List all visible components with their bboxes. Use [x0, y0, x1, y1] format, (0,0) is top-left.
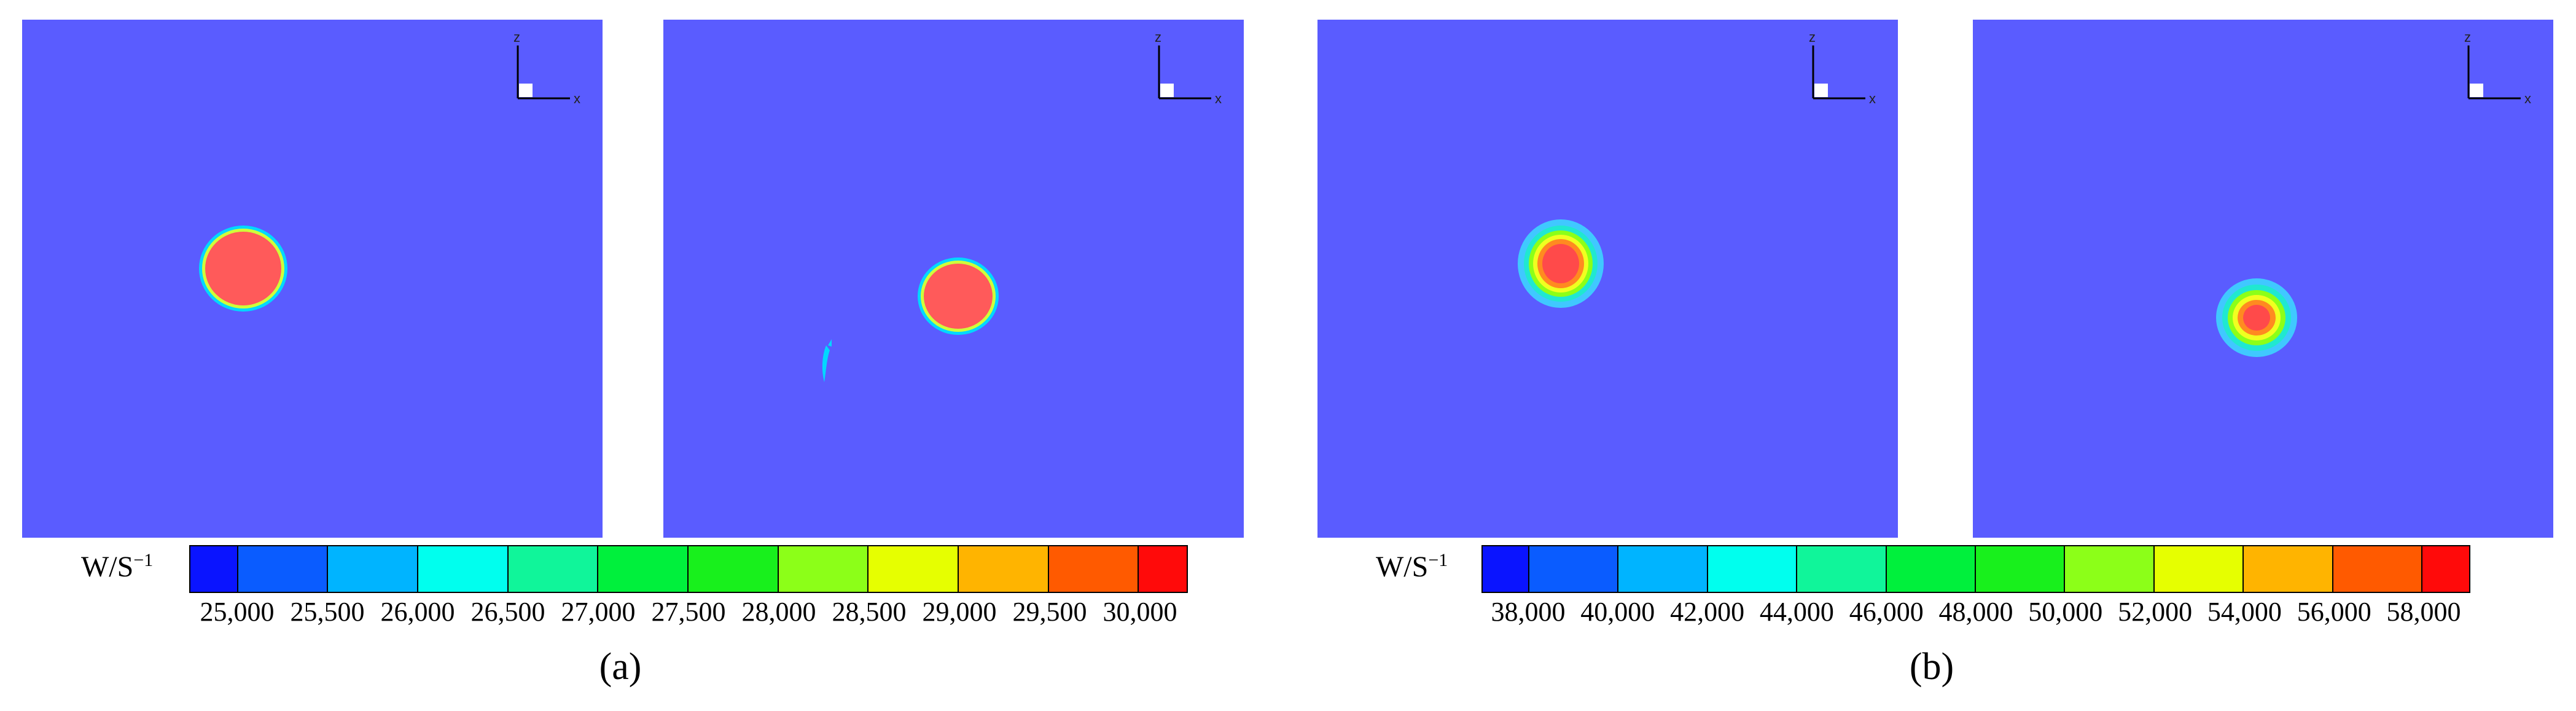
colorbar-a — [189, 545, 1188, 593]
colorbar-segment — [1886, 546, 1976, 592]
colorbar-segment — [190, 546, 238, 592]
colorbar-segment — [1529, 546, 1619, 592]
colorbar-segment — [1483, 546, 1529, 592]
colorbar-segment — [2244, 546, 2333, 592]
colorbar-tick-label: 29,000 — [922, 597, 997, 627]
colorbar-segment — [238, 546, 329, 592]
axis-triad: z x — [513, 29, 580, 106]
contour-plot: z x — [663, 20, 1244, 538]
x-axis-label: x — [574, 91, 580, 106]
z-axis-label: z — [513, 29, 520, 45]
contour-plot: z x — [1317, 20, 1898, 538]
x-axis-label: x — [2524, 91, 2531, 106]
panel-caption-b: (b) — [1909, 646, 1954, 688]
colorbar-segment — [328, 546, 419, 592]
colorbar-tick-label: 38,000 — [1491, 597, 1566, 627]
colorbar-tick-label: 48,000 — [1938, 597, 2013, 627]
colorbar-tick-label: 26,500 — [470, 597, 545, 627]
colorbar-tick-label: 25,500 — [290, 597, 365, 627]
z-axis-label: z — [1155, 29, 1161, 45]
contour-panel-b-right: z x — [1973, 20, 2553, 538]
contour-panel-a-right: z x — [663, 20, 1244, 538]
colorbar-tick-label: 40,000 — [1580, 597, 1655, 627]
colorbar-segment — [868, 546, 959, 592]
contour-panel-b-left: z x — [1317, 20, 1898, 538]
colorbar-segment — [1618, 546, 1708, 592]
colorbar-segment — [2154, 546, 2244, 592]
colorbar-segment — [1708, 546, 1798, 592]
colorbar-tick-label: 58,000 — [2386, 597, 2461, 627]
plot-background — [22, 20, 603, 538]
plot-background — [1317, 20, 1898, 538]
colorbar-tick-label: 29,500 — [1012, 597, 1087, 627]
colorbar-tick-label: 44,000 — [1759, 597, 1834, 627]
x-axis-label: x — [1215, 91, 1222, 106]
colorbar-segment — [508, 546, 599, 592]
contour-panel-a-left: z x — [22, 20, 603, 538]
colorbar-unit-label-b: W/S−1 — [1376, 550, 1448, 584]
artifact-tip — [828, 339, 832, 347]
colorbar-tick-label: 26,000 — [380, 597, 455, 627]
z-axis-label: z — [2464, 29, 2471, 45]
colorbar-tick-label: 56,000 — [2297, 597, 2371, 627]
axis-triad: z x — [1155, 29, 1222, 106]
colorbar-segment — [1139, 546, 1187, 592]
colorbar-tick-label: 30,000 — [1103, 597, 1177, 627]
hot-spot — [199, 226, 287, 312]
colorbar-tick-label: 28,500 — [832, 597, 907, 627]
z-axis-label: z — [1809, 29, 1816, 45]
axis-triad: z x — [1809, 29, 1876, 106]
axis-triad: z x — [2464, 29, 2531, 106]
colorbar-segment — [418, 546, 509, 592]
colorbar-segment — [2065, 546, 2155, 592]
unit-base: W/S — [81, 551, 134, 583]
artifact-streak — [822, 345, 830, 382]
unit-exponent: −1 — [1428, 550, 1448, 570]
unit-base: W/S — [1376, 551, 1429, 583]
colorbar-segment — [689, 546, 779, 592]
contour-plot: z x — [22, 20, 603, 538]
colorbar-segment — [598, 546, 689, 592]
colorbar-tick-label: 52,000 — [2118, 597, 2193, 627]
colorbar-tick-label: 25,000 — [200, 597, 275, 627]
colorbar-tick-label: 27,000 — [561, 597, 636, 627]
colorbar-segment — [1976, 546, 2066, 592]
colorbar-tick-label: 42,000 — [1670, 597, 1745, 627]
colorbar-tick-label: 54,000 — [2207, 597, 2282, 627]
unit-exponent: −1 — [133, 550, 154, 570]
colorbar-segment — [1797, 546, 1887, 592]
hot-spot — [1518, 219, 1604, 308]
colorbar-segment — [2333, 546, 2423, 592]
colorbar-segment — [778, 546, 869, 592]
colorbar-tick-label: 28,000 — [741, 597, 816, 627]
colorbar-b — [1481, 545, 2470, 593]
x-axis-label: x — [1869, 91, 1876, 106]
colorbar-segment — [958, 546, 1049, 592]
colorbar-segment — [1048, 546, 1139, 592]
colorbar-unit-label-a: W/S−1 — [81, 550, 153, 584]
colorbar-segment — [2422, 546, 2469, 592]
plot-background — [1973, 20, 2553, 538]
panel-caption-a: (a) — [599, 646, 642, 688]
hot-spot — [2216, 278, 2297, 357]
hot-spot — [918, 257, 999, 335]
colorbar-tick-label: 46,000 — [1849, 597, 1924, 627]
colorbar-tick-label: 27,500 — [651, 597, 726, 627]
colorbar-tick-label: 50,000 — [2028, 597, 2103, 627]
contour-plot: z x — [1973, 20, 2553, 538]
